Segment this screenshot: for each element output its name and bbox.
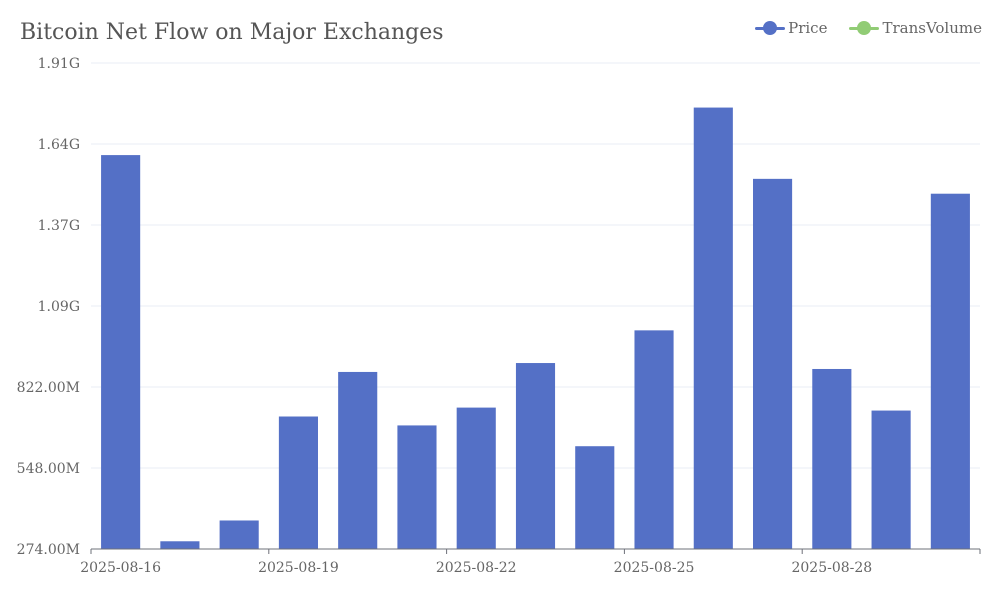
x-tick-label: 2025-08-19 bbox=[258, 560, 339, 576]
x-axis bbox=[90, 548, 981, 554]
chart-title: Bitcoin Net Flow on Major Exchanges bbox=[20, 20, 444, 45]
legend-label-price: Price bbox=[788, 19, 828, 37]
bar-2025-08-19 bbox=[278, 416, 318, 549]
bar-2025-08-29 bbox=[871, 410, 911, 549]
bar-2025-08-21 bbox=[397, 425, 437, 549]
bar-2025-08-28 bbox=[812, 368, 852, 549]
bar-2025-08-30 bbox=[930, 193, 970, 549]
x-tick-label: 2025-08-22 bbox=[436, 560, 517, 576]
y-tick-label: 548.00M bbox=[17, 461, 80, 477]
legend: Price TransVolume bbox=[733, 19, 982, 37]
bar-2025-08-18 bbox=[219, 520, 259, 549]
bar-2025-08-26 bbox=[693, 107, 733, 549]
legend-swatch-transvolume-icon bbox=[849, 21, 880, 35]
x-tick-label: 2025-08-16 bbox=[80, 560, 161, 576]
legend-dot-price bbox=[763, 21, 778, 35]
y-axis-tick-labels: 274.00M 548.00M 822.00M 1.09G 1.37G 1.64G 1.91… bbox=[17, 56, 80, 558]
x-axis-tick-labels: 2025-08-16 2025-08-19 2025-08-22 2025-08-25… bbox=[80, 560, 872, 576]
bar-2025-08-23 bbox=[515, 363, 556, 549]
x-tick-label: 2025-08-25 bbox=[614, 560, 695, 576]
y-tick-label: 1.37G bbox=[38, 218, 80, 234]
legend-item-transvolume[interactable]: TransVolume bbox=[849, 19, 982, 37]
x-tick-label: 2025-08-28 bbox=[791, 560, 872, 576]
legend-label-transvolume: TransVolume bbox=[882, 19, 982, 37]
legend-dot-transvolume bbox=[857, 21, 872, 35]
bar-2025-08-22 bbox=[456, 407, 496, 549]
bar-2025-08-16 bbox=[101, 155, 141, 550]
legend-item-price[interactable]: Price bbox=[755, 19, 827, 37]
y-tick-label: 1.64G bbox=[38, 137, 80, 153]
legend-swatch-price-icon bbox=[755, 21, 786, 35]
y-tick-label: 1.91G bbox=[38, 56, 80, 72]
bars bbox=[101, 107, 970, 550]
bar-2025-08-25 bbox=[634, 330, 674, 549]
bar-2025-08-27 bbox=[753, 178, 793, 549]
y-tick-label: 274.00M bbox=[17, 542, 80, 558]
bar-2025-08-17 bbox=[160, 541, 200, 549]
bar-2025-08-24 bbox=[575, 446, 615, 549]
bar-2025-08-20 bbox=[338, 371, 378, 549]
y-tick-label: 822.00M bbox=[17, 380, 80, 396]
y-tick-label: 1.09G bbox=[38, 299, 80, 315]
